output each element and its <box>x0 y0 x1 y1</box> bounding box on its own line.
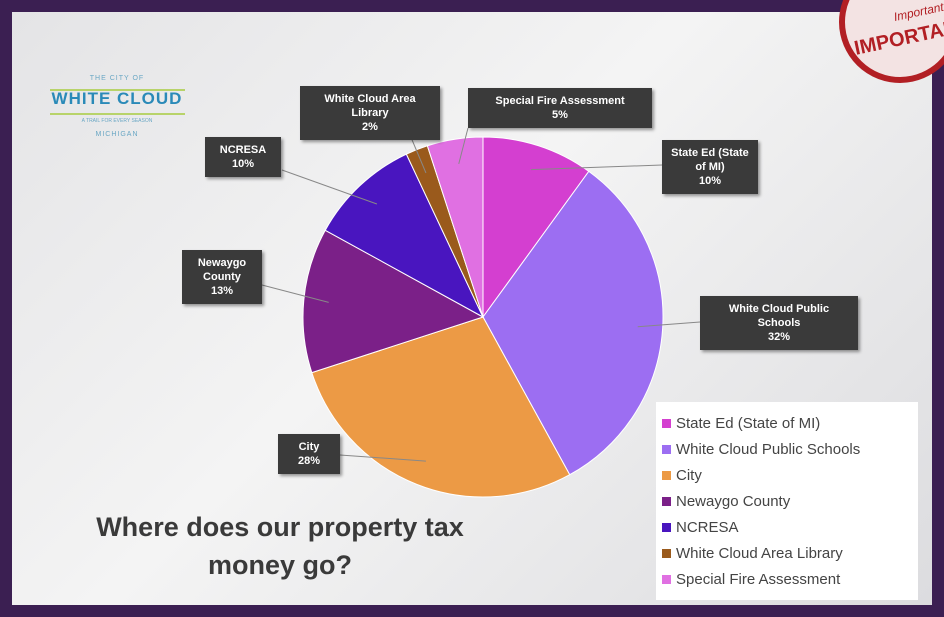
pie-slice <box>302 229 485 374</box>
leader-line <box>458 127 469 165</box>
data-label-category: White Cloud Public Schools <box>728 303 830 329</box>
legend-label: White Cloud Area Library <box>676 544 843 562</box>
legend-label: NCRESA <box>676 518 739 536</box>
legend-swatch <box>662 444 671 454</box>
legend-entry: Newaygo County <box>662 488 912 514</box>
pie-slice <box>482 170 664 476</box>
data-label-value: 5% <box>552 109 568 121</box>
logo-name: WHITE CLOUD <box>52 89 183 108</box>
logo-top: THE CITY OF <box>90 75 144 82</box>
stamp-ring <box>839 0 944 83</box>
legend-swatch <box>662 470 671 480</box>
data-label-category: Newaygo County <box>197 257 247 283</box>
legend-swatch <box>662 522 671 532</box>
legend-entry: White Cloud Area Library <box>662 540 912 566</box>
data-label-value: 10% <box>698 175 722 187</box>
data-label-category: White Cloud Area Library <box>324 93 416 119</box>
stamp: Important IMPORTANT <box>839 0 944 83</box>
data-label-value: 32% <box>767 331 791 343</box>
data-label: City 28% <box>278 434 340 474</box>
logo-tagline: A TRAIL FOR EVERY SEASON <box>82 118 153 124</box>
data-label: White Cloud Public Schools 32% <box>700 296 858 350</box>
legend-label: Newaygo County <box>676 492 791 510</box>
leader-line <box>637 321 701 328</box>
legend-swatch <box>662 418 671 428</box>
data-label-category: City <box>298 441 320 453</box>
data-label-category: State Ed (State of MI) <box>671 147 749 173</box>
legend-label: City <box>676 466 702 484</box>
logo: THE CITY OF WHITE CLOUD A TRAIL FOR EVER… <box>50 75 185 138</box>
legend-swatch <box>662 548 671 558</box>
legend-swatch <box>662 574 671 584</box>
data-label-value: 2% <box>362 121 378 133</box>
data-label-value: 10% <box>231 158 255 170</box>
leader-line <box>261 284 329 303</box>
pie-slice <box>311 316 571 498</box>
legend-label: White Cloud Public Schools <box>676 440 861 458</box>
legend-entry: City <box>662 462 912 488</box>
data-label-category: Special Fire Assessment <box>495 95 625 107</box>
legend-entry: NCRESA <box>662 514 912 540</box>
data-label: NCRESA 10% <box>205 137 281 177</box>
data-label-category: NCRESA <box>219 144 267 156</box>
leader-line <box>281 169 378 205</box>
legend-label: Special Fire Assessment <box>676 570 841 588</box>
legend-swatch <box>662 496 671 506</box>
legend-entry: White Cloud Public Schools <box>662 436 912 462</box>
logo-bottom: MICHIGAN <box>96 131 139 138</box>
data-label-value: 28% <box>297 455 321 467</box>
legend: State Ed (State of MI) White Cloud Public… <box>656 402 918 600</box>
data-label: Newaygo County 13% <box>182 250 262 304</box>
legend-entry: State Ed (State of MI) <box>662 410 912 436</box>
legend-label: State Ed (State of MI) <box>676 414 821 432</box>
data-label: White Cloud Area Library 2% <box>300 86 440 140</box>
leader-line <box>530 164 663 171</box>
pie-slice <box>426 136 484 318</box>
pie-slice <box>324 153 485 319</box>
data-label-value: 13% <box>210 285 234 297</box>
legend-entry: Special Fire Assessment <box>662 566 912 592</box>
data-label: State Ed (State of MI) 10% <box>662 140 758 194</box>
chart-title: Where does our property tax money go? <box>96 512 464 580</box>
leader-line <box>339 454 426 462</box>
data-label: Special Fire Assessment 5% <box>468 88 652 128</box>
pie-slice <box>482 136 590 319</box>
leader-line <box>409 134 427 174</box>
